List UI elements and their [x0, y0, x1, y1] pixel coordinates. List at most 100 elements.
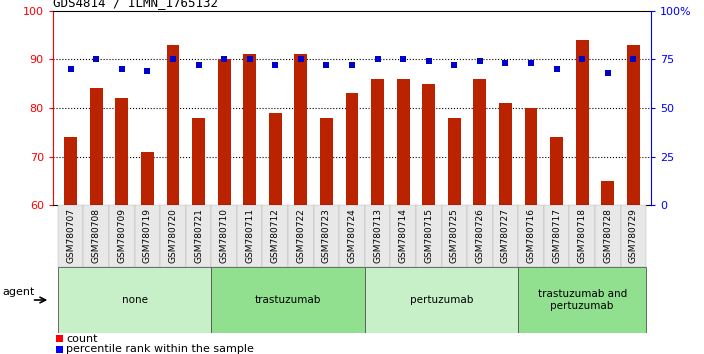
- Point: [168, 57, 179, 62]
- Text: GSM780718: GSM780718: [578, 209, 586, 263]
- Bar: [56, 346, 63, 353]
- Bar: [134, 205, 161, 267]
- Text: GSM780716: GSM780716: [527, 209, 536, 263]
- Bar: [192, 118, 205, 354]
- Text: GDS4814 / ILMN_1765132: GDS4814 / ILMN_1765132: [53, 0, 218, 10]
- Text: GSM780713: GSM780713: [373, 209, 382, 263]
- Bar: [58, 267, 211, 333]
- Point: [448, 62, 460, 68]
- Text: GSM780729: GSM780729: [629, 209, 638, 263]
- Point: [270, 62, 281, 68]
- Text: GSM780714: GSM780714: [398, 209, 408, 263]
- Bar: [390, 205, 416, 267]
- Bar: [397, 79, 410, 354]
- Text: percentile rank within the sample: percentile rank within the sample: [66, 344, 254, 354]
- Point: [295, 57, 306, 62]
- Point: [577, 57, 588, 62]
- Bar: [371, 79, 384, 354]
- Point: [474, 58, 486, 64]
- Text: GSM780720: GSM780720: [168, 209, 177, 263]
- Text: count: count: [66, 334, 97, 344]
- Bar: [320, 118, 333, 354]
- Bar: [422, 84, 435, 354]
- Bar: [365, 267, 518, 333]
- Bar: [244, 55, 256, 354]
- Point: [193, 62, 204, 68]
- Bar: [58, 205, 84, 267]
- Text: GSM780712: GSM780712: [271, 209, 279, 263]
- Bar: [518, 205, 543, 267]
- Point: [321, 62, 332, 68]
- Bar: [339, 205, 365, 267]
- Bar: [448, 118, 460, 354]
- Bar: [269, 113, 282, 354]
- Text: none: none: [122, 295, 148, 305]
- Bar: [346, 93, 358, 354]
- Text: GSM780721: GSM780721: [194, 209, 203, 263]
- Bar: [627, 45, 640, 354]
- Point: [423, 58, 434, 64]
- Bar: [141, 152, 153, 354]
- Bar: [161, 205, 186, 267]
- Text: GSM780707: GSM780707: [66, 209, 75, 263]
- Text: GSM780719: GSM780719: [143, 209, 152, 263]
- Bar: [518, 267, 646, 333]
- Text: GSM780727: GSM780727: [501, 209, 510, 263]
- Bar: [167, 45, 180, 354]
- Text: trastuzumab: trastuzumab: [255, 295, 321, 305]
- Bar: [237, 205, 263, 267]
- Point: [244, 57, 256, 62]
- Text: pertuzumab: pertuzumab: [410, 295, 473, 305]
- Bar: [288, 205, 314, 267]
- Text: GSM780711: GSM780711: [245, 209, 254, 263]
- Text: GSM780717: GSM780717: [552, 209, 561, 263]
- Bar: [211, 205, 237, 267]
- Bar: [620, 205, 646, 267]
- Bar: [416, 205, 441, 267]
- Bar: [109, 205, 134, 267]
- Text: agent: agent: [3, 287, 35, 297]
- Bar: [64, 137, 77, 354]
- Text: GSM780722: GSM780722: [296, 209, 306, 263]
- Point: [602, 70, 613, 76]
- Bar: [493, 205, 518, 267]
- Bar: [543, 205, 570, 267]
- Bar: [115, 98, 128, 354]
- Bar: [263, 205, 288, 267]
- Bar: [601, 181, 614, 354]
- Bar: [186, 205, 211, 267]
- Bar: [570, 205, 595, 267]
- Point: [628, 57, 639, 62]
- Bar: [524, 108, 537, 354]
- Text: GSM780728: GSM780728: [603, 209, 612, 263]
- Point: [142, 68, 153, 74]
- Bar: [211, 267, 365, 333]
- Bar: [56, 335, 63, 342]
- Bar: [90, 88, 103, 354]
- Point: [346, 62, 358, 68]
- Bar: [365, 205, 390, 267]
- Text: GSM780723: GSM780723: [322, 209, 331, 263]
- Bar: [314, 205, 339, 267]
- Point: [116, 66, 127, 72]
- Point: [500, 60, 511, 66]
- Text: trastuzumab and
pertuzumab: trastuzumab and pertuzumab: [538, 289, 627, 311]
- Point: [398, 57, 409, 62]
- Point: [525, 60, 536, 66]
- Bar: [218, 59, 230, 354]
- Bar: [551, 137, 563, 354]
- Bar: [499, 103, 512, 354]
- Text: GSM780710: GSM780710: [220, 209, 229, 263]
- Bar: [467, 205, 493, 267]
- Bar: [84, 205, 109, 267]
- Text: GSM780725: GSM780725: [450, 209, 459, 263]
- Bar: [441, 205, 467, 267]
- Point: [65, 66, 76, 72]
- Bar: [576, 40, 589, 354]
- Bar: [474, 79, 486, 354]
- Text: GSM780724: GSM780724: [348, 209, 356, 263]
- Bar: [294, 55, 307, 354]
- Text: GSM780715: GSM780715: [425, 209, 433, 263]
- Point: [91, 57, 102, 62]
- Point: [372, 57, 383, 62]
